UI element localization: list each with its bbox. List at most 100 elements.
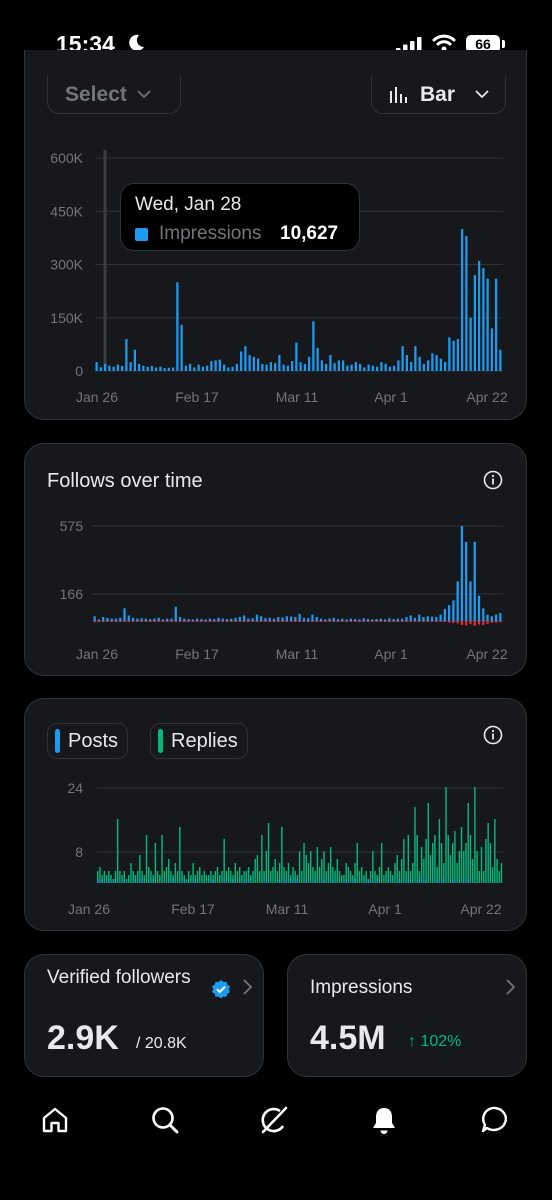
select-dropdown[interactable]: Select — [47, 76, 181, 114]
bar — [327, 863, 330, 883]
impressions-stat-card[interactable]: Impressions 4.5M ↑ 102% — [287, 954, 527, 1077]
bar — [418, 879, 421, 883]
bar — [309, 851, 312, 883]
chart-type-dropdown[interactable]: Bar — [371, 76, 506, 114]
bar — [102, 621, 105, 623]
bar — [324, 619, 327, 621]
bar — [141, 879, 143, 883]
bar — [302, 617, 306, 621]
bar — [106, 621, 109, 622]
bar — [315, 621, 318, 622]
bar — [193, 367, 196, 371]
bar — [105, 875, 108, 883]
verified-followers-card[interactable]: Verified followers 2.9K / 20.8K — [24, 954, 264, 1077]
bar — [269, 362, 272, 371]
bar — [144, 618, 148, 621]
bar — [159, 875, 161, 883]
bar — [307, 618, 310, 621]
bar — [250, 875, 252, 883]
bar — [184, 365, 187, 371]
bar — [451, 843, 454, 883]
legend-posts[interactable]: Posts — [47, 723, 129, 759]
verified-badge-icon — [212, 980, 230, 999]
home-icon — [42, 1107, 68, 1133]
bar — [196, 871, 199, 883]
bar — [392, 619, 395, 621]
bar — [93, 616, 96, 621]
bar — [362, 618, 365, 621]
bar — [251, 618, 254, 621]
info-icon[interactable] — [483, 470, 503, 490]
bar — [435, 355, 438, 371]
bar — [167, 859, 170, 883]
bar — [223, 879, 225, 883]
bar — [396, 855, 398, 883]
bar — [247, 618, 250, 621]
bar — [208, 621, 212, 622]
bar — [235, 363, 238, 371]
legend-replies[interactable]: Replies — [150, 723, 248, 759]
bar — [354, 362, 357, 371]
bar — [400, 859, 403, 883]
tab-notifications[interactable] — [366, 1102, 402, 1138]
y-tick-label: 600K — [50, 150, 83, 166]
bar — [112, 879, 114, 883]
tooltip-color-swatch — [135, 228, 148, 241]
bar — [225, 619, 229, 621]
bar — [460, 621, 464, 625]
bar — [131, 617, 135, 621]
legend-replies-label: Replies — [171, 729, 238, 752]
bar — [119, 617, 122, 621]
bar — [163, 368, 166, 371]
bar — [396, 621, 399, 622]
tab-home[interactable] — [37, 1102, 73, 1138]
bar — [469, 835, 472, 883]
bar — [203, 871, 205, 883]
bar — [281, 621, 284, 622]
bar — [486, 278, 489, 371]
bar — [270, 871, 272, 883]
bar — [398, 871, 401, 883]
bar — [116, 364, 119, 371]
bar — [363, 875, 365, 883]
bar — [342, 360, 345, 371]
tab-messages[interactable] — [477, 1102, 513, 1138]
bar — [196, 621, 199, 622]
bar — [336, 619, 340, 621]
bar — [277, 617, 280, 621]
bar — [427, 360, 430, 371]
follows-title: Follows over time — [47, 470, 203, 492]
bar — [436, 867, 438, 883]
bar — [114, 871, 117, 883]
y-tick-label: 24 — [67, 780, 83, 796]
bar — [243, 871, 245, 883]
x-tick-label: Apr 22 — [466, 646, 507, 662]
bar — [234, 617, 237, 621]
bar — [403, 839, 405, 883]
bar — [295, 342, 298, 371]
bar — [213, 621, 216, 622]
bar — [443, 621, 446, 622]
battery-indicator: 66 — [466, 35, 500, 53]
bar — [328, 618, 331, 621]
chevron-right-icon — [243, 979, 253, 995]
info-icon[interactable] — [483, 725, 503, 745]
messages-icon — [481, 1106, 507, 1133]
tab-search[interactable] — [147, 1102, 183, 1138]
bar — [218, 359, 221, 371]
tab-grok[interactable] — [256, 1102, 292, 1138]
bar — [491, 867, 494, 883]
bar — [398, 879, 401, 883]
bar — [410, 362, 413, 371]
posts-replies-card: Posts Replies 8 24 Jan 26 Feb 17 Mar 11 Apr 1… — [24, 698, 527, 931]
bar — [102, 617, 105, 621]
bar — [371, 619, 374, 621]
bar — [148, 867, 150, 883]
bar — [282, 364, 285, 371]
bar — [405, 617, 408, 621]
x-tick-label: Jan 26 — [68, 901, 110, 917]
bar — [388, 366, 391, 371]
bar — [447, 605, 451, 621]
bar — [110, 621, 113, 622]
bar — [308, 356, 311, 371]
